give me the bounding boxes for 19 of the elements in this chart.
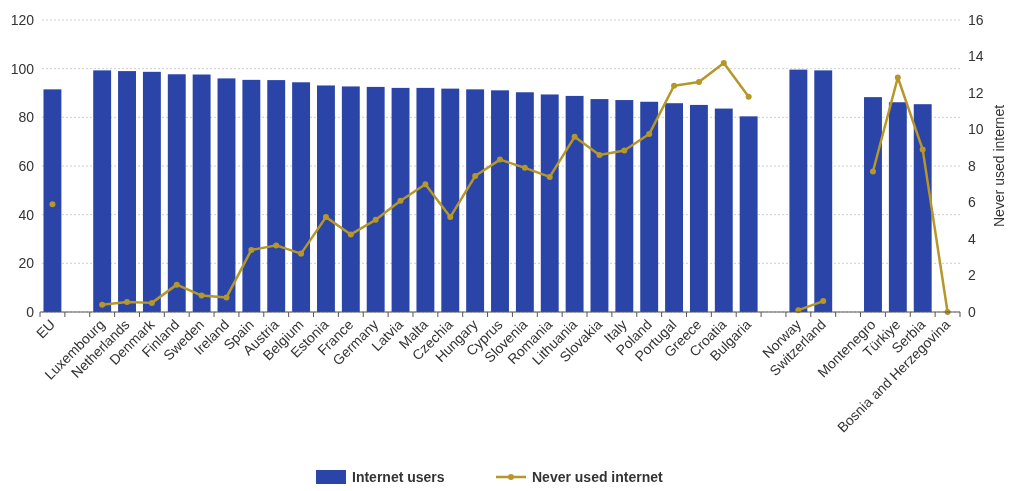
y-tick-label: 120	[10, 11, 35, 28]
y2-tick-label: 16	[968, 11, 984, 28]
y-tick-label: 100	[10, 60, 35, 77]
y-tick-label: 20	[18, 255, 35, 272]
y-tick-label: 0	[26, 303, 35, 320]
y2-tick-label: 10	[968, 121, 984, 138]
y2-tick-label: 0	[968, 303, 976, 320]
y-tick-label: 40	[18, 206, 35, 223]
legend-label: Internet users	[352, 468, 445, 485]
y2-tick-label: 14	[968, 48, 984, 65]
y-tick-label: 80	[18, 109, 35, 126]
y2-tick-label: 2	[968, 267, 976, 284]
y2-tick-label: 12	[968, 84, 984, 101]
y2-tick-label: 8	[968, 157, 976, 174]
y2-axis-title: Never used internet	[991, 104, 1007, 228]
y2-tick-label: 4	[968, 230, 976, 247]
y2-tick-label: 6	[968, 194, 976, 211]
legend-label: Never used internet	[532, 468, 664, 485]
y-tick-label: 60	[18, 157, 35, 174]
